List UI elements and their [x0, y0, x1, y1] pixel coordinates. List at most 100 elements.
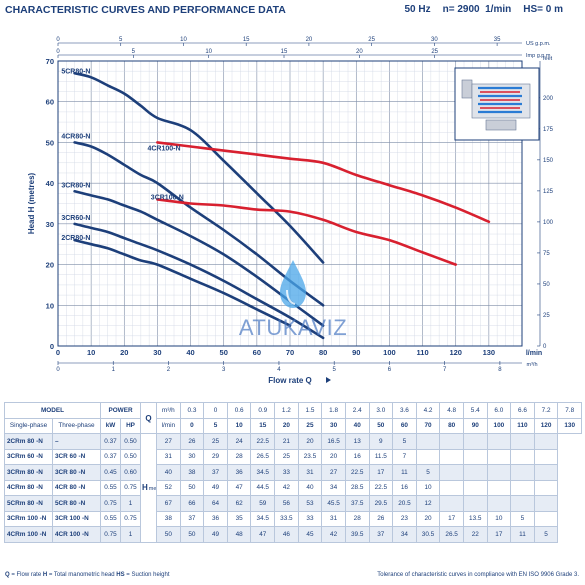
y-tick-label: 40	[46, 179, 54, 188]
head-value: 12	[415, 495, 441, 512]
x-tick-label: 100	[383, 348, 396, 357]
table-row: 2CRm 80 -N–0.370.50Hmetres2726252422.521…	[4, 433, 582, 543]
power-kw: 0.55	[100, 479, 122, 496]
table-header-cell: 5	[203, 417, 228, 434]
feet-unit-label: feet	[543, 56, 553, 62]
m3h-tick-label: 3	[222, 367, 226, 373]
imp-gpm-tick-label: 20	[356, 49, 363, 55]
head-value	[439, 433, 464, 450]
q-symbol: Q	[145, 413, 152, 423]
m3h-tick-label: 1	[112, 367, 116, 373]
head-value: 34.5	[250, 510, 276, 527]
head-value: 50	[179, 526, 205, 543]
table-header-cell: 130	[557, 417, 582, 434]
footer-h-key: H	[42, 572, 48, 578]
x-tick-label: 80	[319, 348, 327, 357]
head-value: 62	[226, 495, 252, 512]
h-header: Hmetres	[140, 433, 158, 543]
y-tick-label: 20	[46, 261, 54, 270]
head-value: 16	[344, 448, 370, 465]
power-hp: 0.60	[120, 464, 142, 481]
table-header-cell: 0.3	[179, 402, 205, 419]
table-header-cell: 0	[203, 402, 228, 419]
q-header: Q	[140, 402, 158, 434]
head-value: 11	[510, 526, 535, 543]
table-header-cell: 6.0	[486, 402, 512, 419]
head-value	[415, 448, 441, 465]
footer-hs-key: HS	[116, 572, 125, 578]
head-value: 13	[344, 433, 370, 450]
table-header-cell: 10	[226, 417, 252, 434]
head-value: 28	[226, 448, 252, 465]
head-value	[486, 495, 512, 512]
imp-gpm-tick-label: 5	[132, 49, 136, 55]
x-tick-label: 0	[56, 348, 60, 357]
h-unit: metres	[148, 486, 157, 493]
single-phase-model: 2CRm 80 -N	[4, 433, 53, 450]
x-tick-label: 90	[352, 348, 360, 357]
x-tick-label: 110	[417, 348, 429, 357]
kw-header: kW	[100, 417, 122, 434]
head-value: 31	[156, 448, 181, 465]
table-header-cell: 7.2	[533, 402, 559, 419]
table-header-cell: 80	[439, 417, 464, 434]
table-header-cell: 5.4	[462, 402, 488, 419]
table-header-row-1: MODEL POWER Q m³/h 0.3 0 0.6 0.9 1.2 1.5 …	[3, 402, 582, 434]
imp-gpm-tick-label: 10	[205, 49, 212, 55]
footer-hs-def: = Suction height	[124, 572, 170, 578]
head-value: 26	[179, 433, 205, 450]
head-value: 34.5	[250, 464, 276, 481]
single-phase-header: Single-phase	[4, 417, 53, 434]
imp-gpm-unit-label: Imp g.p.m.	[526, 53, 552, 59]
series-line-4cr80-n	[73, 141, 325, 307]
power-kw: 0.37	[100, 433, 122, 450]
head-value: 17	[368, 464, 394, 481]
h-symbol: H	[142, 483, 148, 493]
m3h-tick-label: 8	[498, 367, 502, 373]
head-value: 20	[415, 510, 441, 527]
head-value: 64	[203, 495, 228, 512]
series-label: 2CR80-N	[61, 235, 90, 242]
head-value: 7	[392, 448, 417, 465]
power-hp: 0.75	[120, 510, 142, 527]
feet-tick-label: 0	[543, 344, 547, 350]
operating-conditions: 50 Hz n= 2900 1/min HS= 0 m	[392, 4, 563, 15]
head-value	[462, 495, 488, 512]
three-phase-model: –	[51, 433, 102, 450]
head-value: 10	[486, 510, 512, 527]
table-row: 4CRm 100 -N 4CR 100 -N 0.75 1 50 50 49 48 47 46 45…	[4, 526, 582, 543]
table-header-cell: 4.2	[415, 402, 441, 419]
table-header-cell: 3.6	[392, 402, 417, 419]
head-value: 29.5	[368, 495, 394, 512]
power-hp: 0.50	[120, 433, 142, 450]
us-gpm-tick-label: 5	[119, 37, 123, 43]
table-header-cell: 2.4	[344, 402, 370, 419]
head-value: 56	[274, 495, 299, 512]
y-tick-label: 10	[46, 301, 54, 310]
x-tick-label: 130	[483, 348, 496, 357]
head-value	[533, 479, 559, 496]
series-line-3cr100-n	[156, 198, 457, 266]
series-label: 4CR80-N	[61, 133, 90, 140]
series-label: 3CR100-N	[151, 195, 184, 202]
head-value: 5	[415, 464, 441, 481]
head-value: 37	[203, 464, 228, 481]
model-header: MODEL	[3, 402, 102, 419]
head-value: 35	[226, 510, 252, 527]
series-line-2cr80-n	[73, 238, 292, 327]
y-tick-label: 50	[46, 138, 54, 147]
table-header-cell: 0.9	[250, 402, 276, 419]
head-value: 50	[156, 526, 181, 543]
head-value: 37	[368, 526, 394, 543]
feet-tick-label: 100	[543, 220, 554, 226]
us-gpm-tick-label: 35	[494, 37, 501, 43]
us-gpm-tick-label: 20	[306, 37, 313, 43]
table-header-cell: 40	[344, 417, 370, 434]
table-header-cell: 120	[533, 417, 559, 434]
suction-height-label: HS= 0 m	[523, 4, 563, 15]
power-header: POWER	[100, 402, 142, 419]
head-value: 34	[392, 526, 417, 543]
head-value: 28.5	[344, 479, 370, 496]
head-value: 48	[226, 526, 252, 543]
head-value: 22.5	[250, 433, 276, 450]
